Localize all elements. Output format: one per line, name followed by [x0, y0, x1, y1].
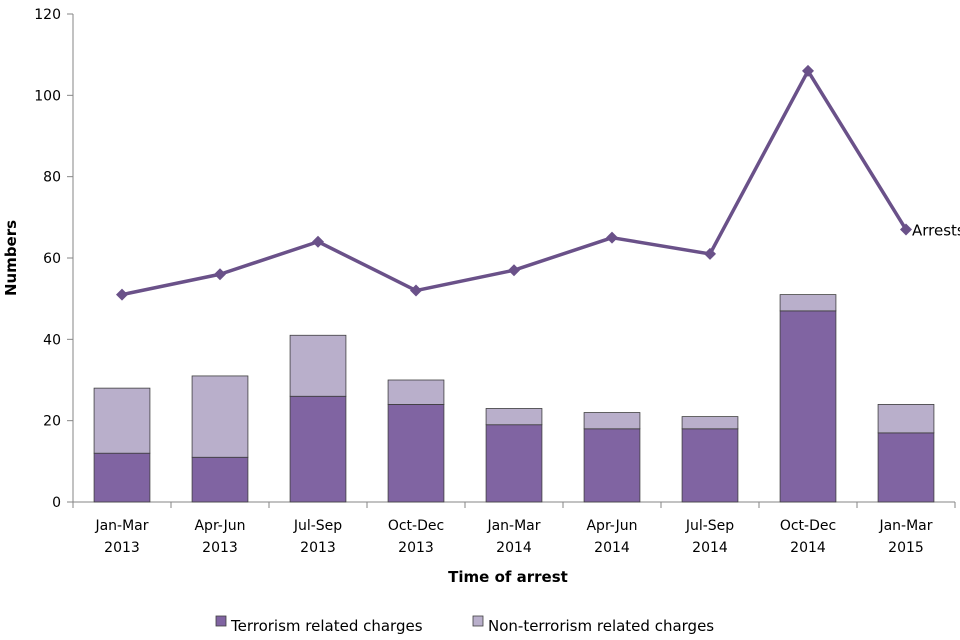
x-category-label: 2014	[496, 540, 532, 556]
x-axis-title: Time of arrest	[448, 568, 568, 586]
x-category-label: Oct-Dec	[780, 518, 836, 534]
x-category-label: 2013	[398, 540, 434, 556]
x-category-label: Oct-Dec	[388, 518, 444, 534]
non-terrorism-charges-bar	[681, 416, 739, 430]
x-category-label: 2014	[594, 540, 630, 556]
legend-label-terrorism: Terrorism related charges	[230, 617, 423, 635]
x-category-label: 2013	[202, 540, 238, 556]
non-terrorism-charges-bar	[387, 379, 445, 405]
legend-swatch-non-terrorism	[472, 615, 484, 627]
x-category-label: Apr-Jun	[586, 518, 637, 534]
y-axis: 0 20 40 60 80 100 120	[34, 7, 74, 511]
arrests-series-label: Arrests	[912, 222, 960, 240]
x-category-label: 2014	[692, 540, 728, 556]
y-tick-label: 0	[52, 495, 61, 511]
arrests-point	[900, 223, 912, 236]
bar-series	[93, 294, 935, 503]
x-category-label: 2013	[104, 540, 140, 556]
arrests-line-series: Arrests	[116, 64, 960, 301]
non-terrorism-charges-bar	[877, 403, 935, 434]
arrests-point	[410, 284, 422, 297]
terrorism-charges-bar	[289, 395, 347, 503]
arrests-point	[508, 264, 520, 277]
terrorism-charges-bar	[387, 403, 445, 503]
arrests-point	[802, 64, 814, 77]
arrests-line	[121, 69, 908, 297]
terrorism-charges-bar	[583, 428, 641, 503]
non-terrorism-charges-bar	[93, 387, 151, 454]
x-axis: Jan-Mar 2013 Apr-Jun 2013 Jul-Sep 2013 Oct-Dec…	[72, 501, 956, 556]
non-terrorism-charges-bar	[191, 375, 249, 458]
terrorism-charges-bar	[779, 310, 837, 503]
arrests-point	[606, 231, 618, 244]
arrests-point	[312, 235, 324, 248]
y-tick-label: 100	[34, 88, 61, 104]
x-category-label: 2014	[790, 540, 826, 556]
arrests-point	[116, 288, 128, 301]
y-tick-label: 80	[43, 170, 61, 186]
legend-label-non-terrorism: Non-terrorism related charges	[488, 617, 714, 635]
y-tick-label: 60	[43, 251, 61, 267]
y-axis-title: Numbers	[2, 220, 20, 296]
legend: Terrorism related charges Non-terrorism r…	[215, 615, 714, 635]
x-category-label: Jan-Mar	[486, 518, 540, 534]
x-category-label: Jul-Sep	[685, 518, 734, 534]
non-terrorism-charges-bar	[583, 412, 641, 430]
x-category-label: 2013	[300, 540, 336, 556]
arrests-point	[214, 268, 226, 281]
x-category-label: Jul-Sep	[293, 518, 342, 534]
terrorism-charges-bar	[93, 452, 151, 503]
y-tick-label: 20	[43, 414, 61, 430]
terrorism-charges-bar	[681, 428, 739, 503]
non-terrorism-charges-bar	[289, 334, 347, 397]
terrorism-charges-bar	[485, 424, 543, 503]
non-terrorism-charges-bar	[485, 408, 543, 426]
terrorism-charges-bar	[191, 456, 249, 503]
x-category-label: Jan-Mar	[94, 518, 148, 534]
arrests-point	[704, 247, 716, 260]
x-category-label: Jan-Mar	[878, 518, 932, 534]
y-tick-label: 40	[43, 332, 61, 348]
x-category-label: 2015	[888, 540, 924, 556]
y-tick-label: 120	[34, 7, 61, 23]
non-terrorism-charges-bar	[779, 294, 837, 312]
legend-swatch-terrorism	[215, 615, 227, 627]
terrorism-charges-bar	[877, 432, 935, 503]
x-category-label: Apr-Jun	[194, 518, 245, 534]
